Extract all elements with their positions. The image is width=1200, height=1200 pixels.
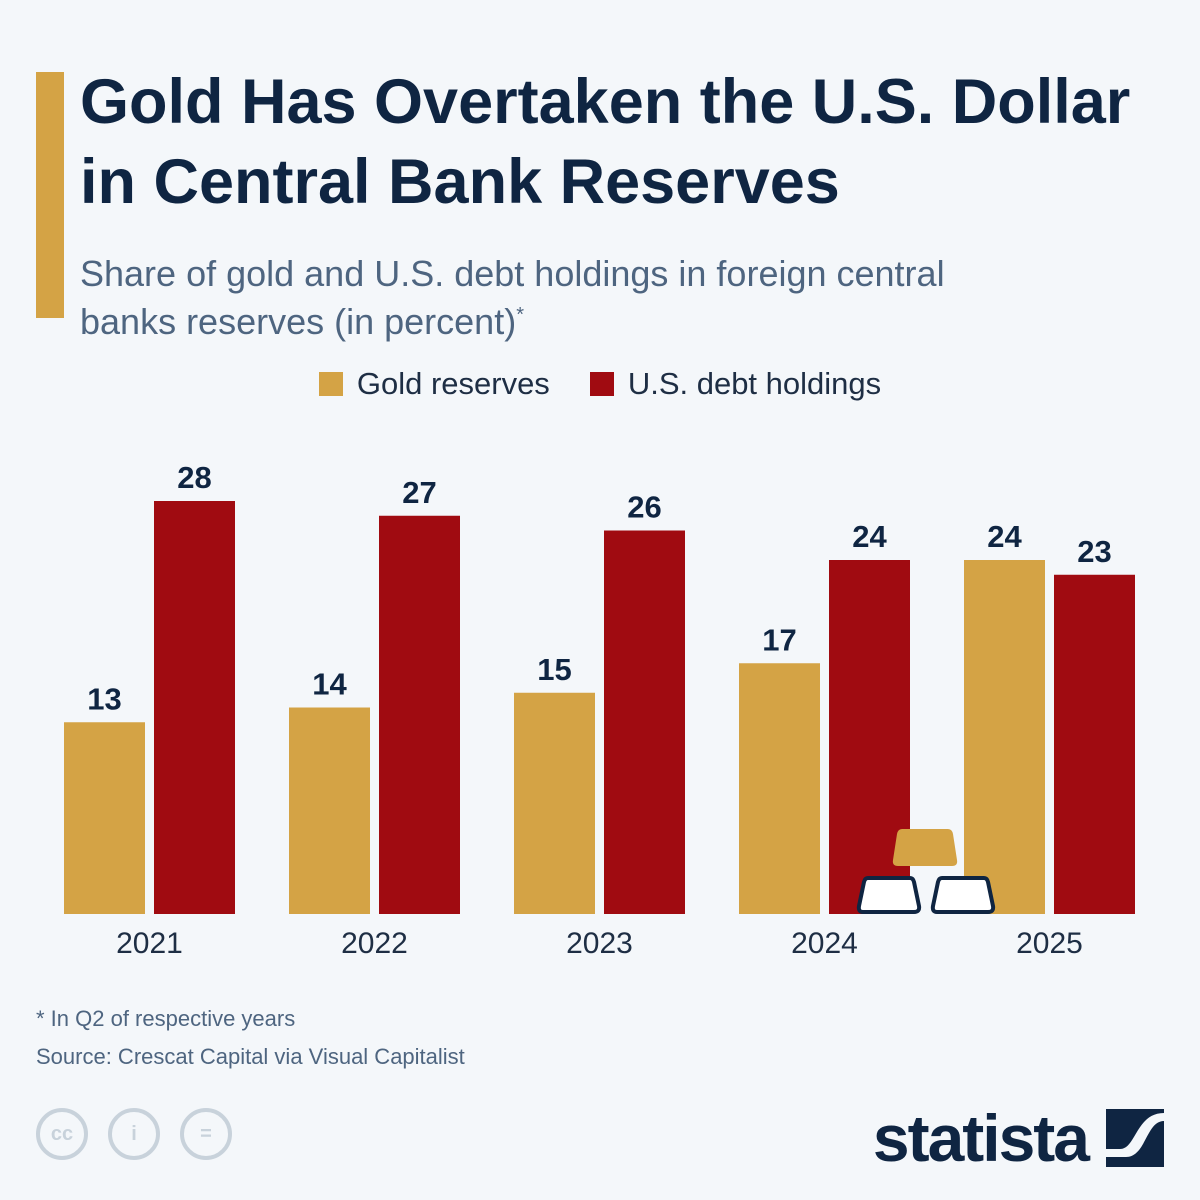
bar-debt-2025 xyxy=(1054,574,1135,914)
bar-gold-2024 xyxy=(739,663,820,914)
legend-label-gold: Gold reserves xyxy=(356,366,550,401)
x-tick-label: 2024 xyxy=(791,927,858,960)
bar-gold-2025 xyxy=(964,560,1045,914)
data-label: 27 xyxy=(402,475,436,510)
source-text: Source: Crescat Capital via Visual Capit… xyxy=(36,1044,465,1069)
statista-logo[interactable]: statista xyxy=(873,1100,1164,1176)
subtitle: Share of gold and U.S. debt holdings in … xyxy=(80,250,980,346)
data-label: 23 xyxy=(1077,534,1111,569)
x-tick-label: 2022 xyxy=(341,927,408,960)
statista-logo-text: statista xyxy=(872,1101,1090,1175)
bar-gold-2022 xyxy=(289,707,370,914)
attribution-icon[interactable]: i xyxy=(108,1108,160,1160)
data-label: 15 xyxy=(537,652,571,687)
data-label: 13 xyxy=(87,681,121,716)
statista-logo-mark xyxy=(1106,1109,1164,1167)
footnotes: * In Q2 of respective years Source: Cres… xyxy=(36,1000,465,1076)
title-accent-bar xyxy=(36,72,64,318)
data-label: 26 xyxy=(627,490,661,525)
data-label: 24 xyxy=(852,519,887,554)
header: Gold Has Overtaken the U.S. Dollar in Ce… xyxy=(80,62,1180,346)
legend-label-debt: U.S. debt holdings xyxy=(627,366,882,401)
subtitle-text: Share of gold and U.S. debt holdings in … xyxy=(80,253,945,342)
x-tick-label: 2023 xyxy=(566,927,633,960)
data-label: 24 xyxy=(987,519,1022,554)
bar-gold-2023 xyxy=(514,692,595,914)
bar-debt-2022 xyxy=(379,515,460,914)
legend-swatch-debt xyxy=(589,372,614,396)
bar-gold-2021 xyxy=(64,722,145,914)
no-derivatives-icon[interactable]: = xyxy=(180,1108,232,1160)
cc-icon[interactable]: cc xyxy=(36,1108,88,1160)
data-label: 14 xyxy=(312,667,347,702)
legend-swatch-gold xyxy=(318,372,343,396)
bar-debt-2023 xyxy=(604,530,685,914)
legend-item-gold: Gold reserves xyxy=(318,366,550,402)
legend: Gold reserves U.S. debt holdings xyxy=(0,366,1200,402)
bar-debt-2021 xyxy=(154,501,235,914)
page-title: Gold Has Overtaken the U.S. Dollar in Ce… xyxy=(80,67,1131,217)
x-tick-label: 2025 xyxy=(1016,927,1083,960)
footnote: * In Q2 of respective years xyxy=(36,1006,296,1031)
x-tick-label: 2021 xyxy=(116,927,183,960)
gold-bars-icon xyxy=(856,829,996,914)
data-label: 17 xyxy=(762,622,796,657)
subtitle-marker: * xyxy=(516,304,524,326)
legend-item-debt: U.S. debt holdings xyxy=(589,366,882,402)
data-label: 28 xyxy=(177,460,211,495)
